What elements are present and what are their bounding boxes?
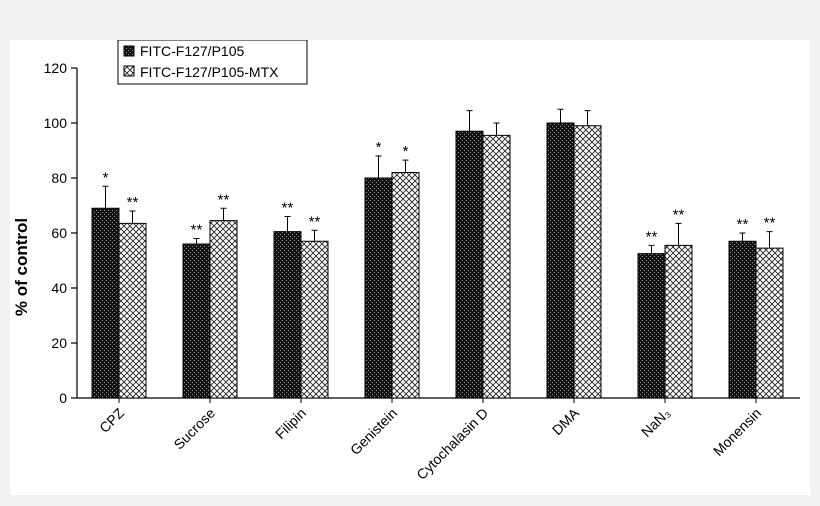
y-tick-label: 20 <box>51 335 67 351</box>
bars <box>91 122 784 399</box>
y-tick-label: 0 <box>59 390 67 406</box>
significance-marker: ** <box>191 222 203 239</box>
bar <box>273 231 302 399</box>
significance-marker: ** <box>673 206 685 223</box>
bar <box>664 244 693 399</box>
bar <box>182 243 211 399</box>
significance-marker: * <box>376 139 382 156</box>
category-label: Monensin <box>710 405 764 459</box>
y-tick-label: 100 <box>44 115 68 131</box>
category-label: CPZ <box>96 404 127 435</box>
y-tick-label: 60 <box>51 225 67 241</box>
bar <box>573 125 602 399</box>
y-tick-label: 120 <box>44 60 68 76</box>
category-label: DMA <box>549 404 583 438</box>
legend-swatch-series-1 <box>123 45 135 57</box>
y-tick-label: 80 <box>51 170 67 186</box>
significance-marker: ** <box>309 213 321 230</box>
y-axis-label: % of control <box>12 218 31 316</box>
significance-marker: ** <box>282 200 294 217</box>
y-tick-label: 40 <box>51 280 67 296</box>
significance-marker: ** <box>127 194 139 211</box>
category-label: Cytochalasin D <box>413 405 491 483</box>
category-label: Filipin <box>272 405 309 442</box>
legend-box <box>117 40 308 85</box>
category-label: Genistein <box>347 405 400 458</box>
legend-label-series-2: FITC-F127/P105-MTX <box>140 64 279 80</box>
bar <box>728 240 757 399</box>
legend: FITC-F127/P105 FITC-F127/P105-MTX <box>117 40 308 85</box>
error-bars <box>102 108 773 254</box>
significance-marker: ** <box>646 228 658 245</box>
bar <box>482 134 511 399</box>
bar <box>455 130 484 399</box>
bar <box>300 240 329 399</box>
chart-panel: 0 20 40 60 80 100 120 * ** CPZ ** ** Sucrose ** ** Fil… <box>10 40 810 495</box>
significance-marker: * <box>403 143 409 160</box>
significance-marker: ** <box>764 215 776 232</box>
bar <box>637 253 666 399</box>
bar <box>118 222 147 399</box>
bar <box>755 247 784 399</box>
significance-marker: * <box>103 169 109 186</box>
legend-swatch-series-2 <box>123 65 135 77</box>
bar <box>364 177 393 399</box>
bar <box>91 207 120 399</box>
significance-marker: ** <box>737 216 749 233</box>
category-label: NaN₃ <box>638 405 673 440</box>
legend-label-series-1: FITC-F127/P105 <box>140 43 244 59</box>
bar <box>546 122 575 399</box>
bar <box>391 172 420 399</box>
category-label: Sucrose <box>170 405 218 453</box>
bar <box>209 220 238 399</box>
significance-marker: ** <box>218 191 230 208</box>
